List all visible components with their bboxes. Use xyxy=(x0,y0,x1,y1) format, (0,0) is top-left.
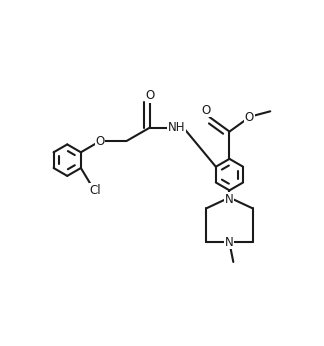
Text: O: O xyxy=(245,111,254,124)
Text: Cl: Cl xyxy=(89,184,101,197)
Text: NH: NH xyxy=(168,121,185,134)
Text: N: N xyxy=(225,193,234,206)
Text: O: O xyxy=(145,89,155,102)
Text: O: O xyxy=(96,135,105,147)
Text: O: O xyxy=(202,103,211,117)
Text: N: N xyxy=(225,236,234,248)
